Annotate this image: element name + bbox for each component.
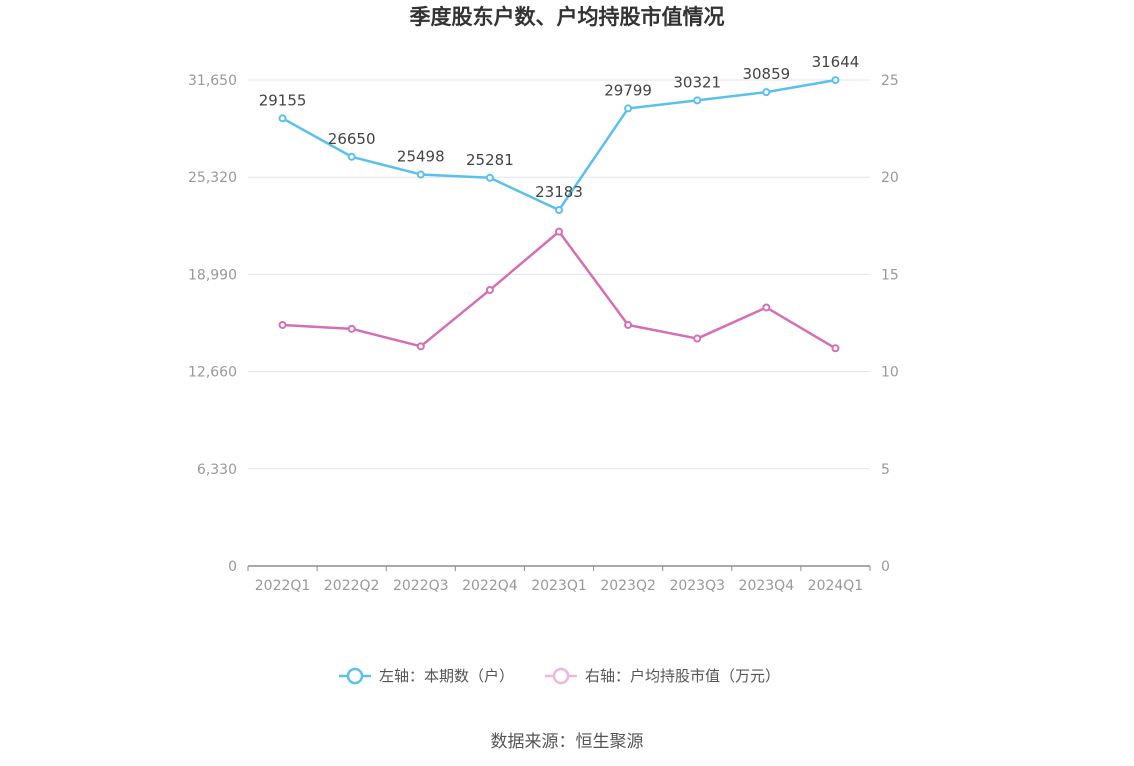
data-labels: 29155 26650 25498 25281 23183 29799 30321 30859… [259,53,860,201]
x-tick-label: 2022Q2 [324,578,380,594]
y-left-tick-label: 25,320 [188,170,237,186]
y-left-tick-label: 0 [228,559,237,575]
data-point[interactable] [278,114,287,123]
x-tick-label: 2022Q4 [462,578,518,594]
data-point[interactable] [555,227,563,236]
x-tick-label: 2023Q2 [600,578,656,594]
legend-item-1[interactable]: 右轴：户均持股市值（万元） [545,667,780,685]
x-tick-label: 2023Q3 [669,578,725,594]
series [278,76,840,353]
data-point[interactable] [416,170,425,179]
data-point[interactable] [624,320,633,329]
legend-item-0[interactable]: 左轴：本期数（户） [339,667,514,685]
data-point[interactable] [416,342,425,351]
data-label: 25498 [397,147,445,165]
data-point[interactable] [555,206,563,215]
data-label: 31644 [812,53,860,71]
data-point[interactable] [278,320,287,329]
grid [248,79,870,470]
data-label: 30321 [673,73,721,91]
x-tick-label: 2022Q1 [255,578,311,594]
x-tick-label: 2023Q1 [531,578,587,594]
y-right-tick-label: 25 [881,73,899,89]
x-tick-label: 2022Q3 [393,578,449,594]
y-right-tick-label: 0 [881,559,890,575]
y-right-tick-label: 15 [881,267,899,283]
data-point[interactable] [762,88,771,97]
series-line-1 [282,230,837,350]
data-label: 26650 [328,130,376,148]
chart-title: 季度股东户数、户均持股市值情况 [410,5,725,29]
legend[interactable]: 左轴：本期数（户） 右轴：户均持股市值（万元） [339,667,780,685]
y-right-tick-label: 10 [881,365,899,381]
data-point[interactable] [624,104,633,113]
y-right-tick-label: 20 [881,170,899,186]
legend-label: 左轴：本期数（户） [379,667,514,685]
data-point[interactable] [831,76,840,85]
y-left-tick-label: 6,330 [197,462,237,478]
data-point[interactable] [693,334,702,343]
data-label: 23183 [535,183,583,201]
data-label: 30859 [742,65,790,83]
data-point[interactable] [347,324,356,333]
x-tick-label: 2024Q1 [808,578,864,594]
data-point[interactable] [831,344,840,353]
data-label: 25281 [466,151,514,169]
legend-marker [552,667,570,685]
data-label: 29155 [259,91,307,109]
y-right-tick-label: 5 [881,462,890,478]
axes: 0 0 6,330 5 12,660 10 18,990 15 25,320 20 31,650 25… [188,73,899,594]
source-note: 数据来源：恒生聚源 [491,732,644,752]
y-left-tick-label: 12,660 [188,365,237,381]
y-left-tick-label: 31,650 [188,73,237,89]
data-point[interactable] [762,303,771,312]
data-label: 29799 [604,81,652,99]
data-point[interactable] [347,152,356,161]
y-left-tick-label: 18,990 [188,267,237,283]
data-point[interactable] [485,173,494,182]
legend-label: 右轴：户均持股市值（万元） [585,667,780,685]
legend-marker [346,667,364,685]
x-tick-label: 2023Q4 [739,578,795,594]
data-point[interactable] [485,285,494,294]
data-point[interactable] [693,96,702,105]
